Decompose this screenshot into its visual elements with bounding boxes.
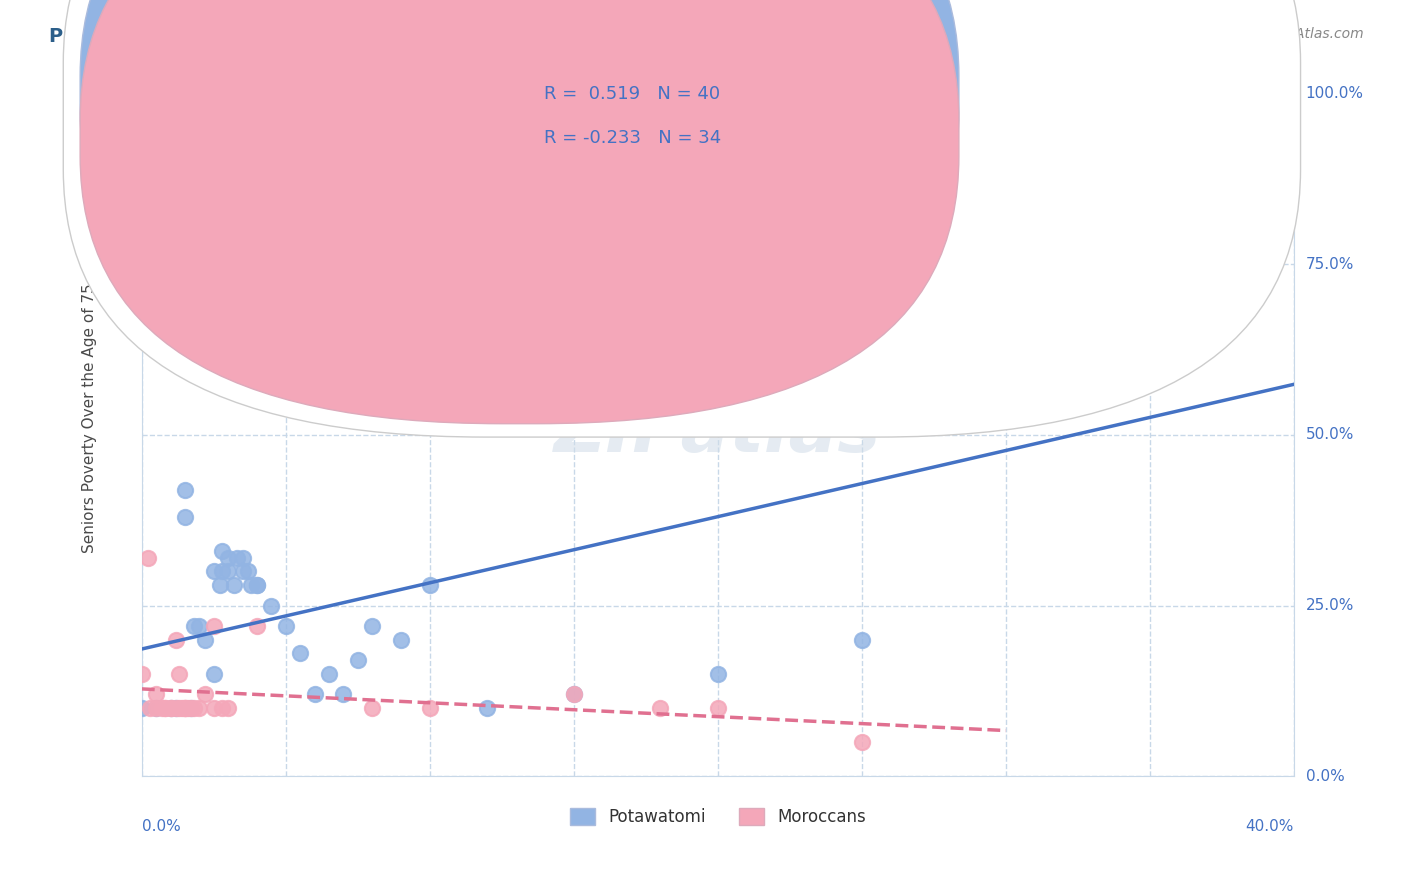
Point xyxy=(217,550,239,565)
Point xyxy=(202,619,225,633)
Point xyxy=(174,701,197,715)
Point xyxy=(169,701,191,715)
Point xyxy=(1139,87,1161,101)
Point xyxy=(246,578,269,592)
Text: 25.0%: 25.0% xyxy=(1306,598,1354,613)
Point xyxy=(183,619,205,633)
Point xyxy=(217,565,239,579)
Point xyxy=(145,687,167,701)
Point xyxy=(707,666,730,681)
Point xyxy=(419,701,441,715)
Point xyxy=(232,550,254,565)
Point xyxy=(274,619,297,633)
Point xyxy=(159,701,181,715)
Point xyxy=(246,578,269,592)
Point xyxy=(211,701,233,715)
Text: R = -0.233   N = 34: R = -0.233 N = 34 xyxy=(544,129,721,147)
Point xyxy=(180,701,202,715)
Point xyxy=(174,509,197,524)
Point xyxy=(188,619,211,633)
Point xyxy=(202,701,225,715)
Point xyxy=(145,701,167,715)
Point xyxy=(225,550,247,565)
Point xyxy=(153,701,176,715)
Point xyxy=(208,578,231,592)
Text: 75.0%: 75.0% xyxy=(1306,257,1354,272)
Point xyxy=(145,701,167,715)
Point xyxy=(304,687,326,701)
Text: 100.0%: 100.0% xyxy=(1306,87,1364,101)
Point xyxy=(389,632,412,647)
Point xyxy=(232,565,254,579)
Point xyxy=(347,653,370,667)
Point xyxy=(159,701,181,715)
Point xyxy=(238,565,260,579)
Point xyxy=(650,701,672,715)
Point xyxy=(332,687,354,701)
Text: Source: ZipAtlas.com: Source: ZipAtlas.com xyxy=(1216,27,1364,41)
Point xyxy=(211,565,233,579)
Point xyxy=(194,632,217,647)
Point xyxy=(177,701,200,715)
Text: ZIPatlas: ZIPatlas xyxy=(554,398,882,467)
Point xyxy=(318,666,340,681)
Point xyxy=(131,701,153,715)
Point xyxy=(174,483,197,497)
Point xyxy=(165,701,187,715)
Point xyxy=(851,735,873,749)
Text: 50.0%: 50.0% xyxy=(1306,427,1354,442)
Point xyxy=(159,701,181,715)
Point xyxy=(202,666,225,681)
Point xyxy=(562,687,585,701)
Point xyxy=(419,578,441,592)
Text: R =  0.519   N = 40: R = 0.519 N = 40 xyxy=(544,85,720,103)
Text: 40.0%: 40.0% xyxy=(1246,819,1294,834)
Point xyxy=(562,687,585,701)
Point xyxy=(169,666,191,681)
Text: 0.0%: 0.0% xyxy=(142,819,180,834)
Point xyxy=(136,550,159,565)
Point xyxy=(165,632,187,647)
Point xyxy=(290,646,312,660)
Point xyxy=(361,701,384,715)
Point xyxy=(174,701,197,715)
Point xyxy=(153,701,176,715)
Legend: Potawatomi, Moroccans: Potawatomi, Moroccans xyxy=(564,801,873,832)
Point xyxy=(139,701,162,715)
Text: Seniors Poverty Over the Age of 75: Seniors Poverty Over the Age of 75 xyxy=(83,283,97,553)
Point xyxy=(260,599,283,613)
Point xyxy=(361,619,384,633)
Point xyxy=(180,701,202,715)
Point xyxy=(202,565,225,579)
Point xyxy=(194,687,217,701)
Point xyxy=(188,701,211,715)
Point xyxy=(150,701,173,715)
Point xyxy=(172,701,194,715)
Point xyxy=(851,632,873,647)
Text: POTAWATOMI VS MOROCCAN SENIORS POVERTY OVER THE AGE OF 75 CORRELATION CHART: POTAWATOMI VS MOROCCAN SENIORS POVERTY O… xyxy=(49,27,1056,45)
Point xyxy=(222,578,245,592)
Text: 0.0%: 0.0% xyxy=(1306,769,1344,784)
Point xyxy=(246,619,269,633)
Point xyxy=(240,578,263,592)
Point xyxy=(165,701,187,715)
Point xyxy=(211,544,233,558)
Point xyxy=(174,701,197,715)
Point xyxy=(183,701,205,715)
Point xyxy=(217,701,239,715)
Point xyxy=(477,701,499,715)
Point xyxy=(707,701,730,715)
Point xyxy=(131,666,153,681)
